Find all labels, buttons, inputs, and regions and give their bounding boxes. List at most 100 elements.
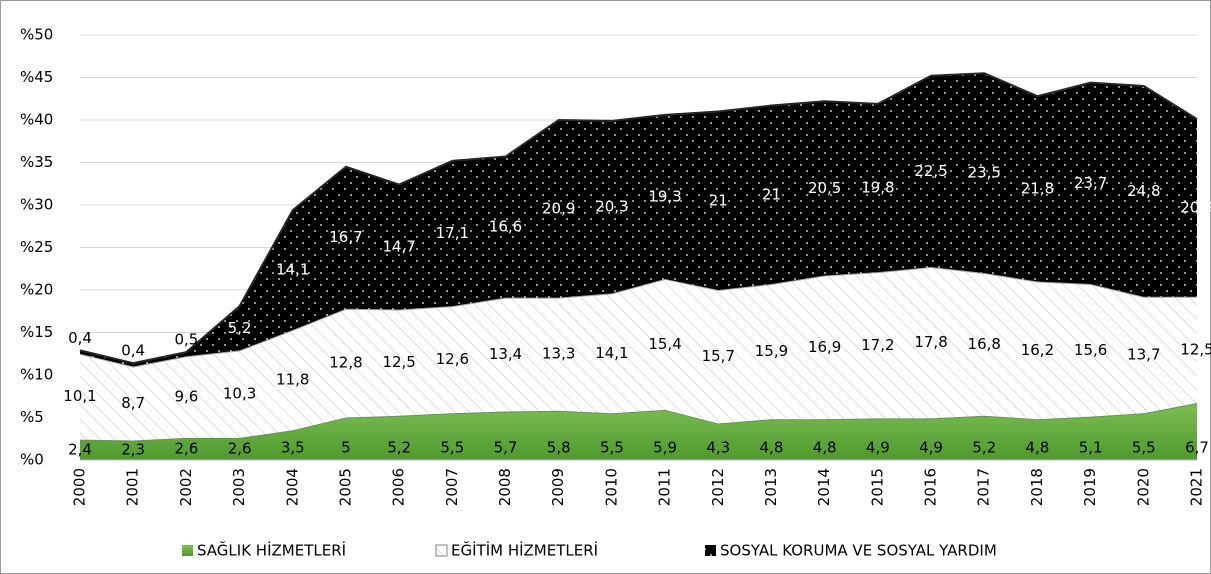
x-tick-label: 2012 <box>709 468 727 506</box>
x-tick-label: 2001 <box>124 468 142 506</box>
data-label: 4,8 <box>1025 439 1049 457</box>
data-label: 19,3 <box>648 187 681 205</box>
area <box>80 267 1197 441</box>
data-label: 14,1 <box>276 261 309 279</box>
x-tick-label: 2015 <box>868 468 886 506</box>
data-label: 5,9 <box>653 439 677 457</box>
data-label: 4,8 <box>813 439 837 457</box>
x-tick-label: 2003 <box>230 468 248 506</box>
y-tick-label: %0 <box>20 451 44 469</box>
x-tick-label: 2014 <box>815 468 833 506</box>
x-tick-label: 2008 <box>496 468 514 506</box>
data-label: 12,6 <box>436 350 469 368</box>
x-tick-label: 2004 <box>283 468 301 506</box>
data-label: 5,5 <box>600 439 624 457</box>
area-edge <box>79 72 1198 365</box>
x-tick-label: 2007 <box>443 468 461 506</box>
data-label: 21 <box>762 185 781 203</box>
legend-swatch <box>182 545 193 556</box>
data-label: 22,5 <box>914 162 947 180</box>
x-tick-label: 2019 <box>1081 468 1099 506</box>
data-label: 3,5 <box>281 439 305 457</box>
data-label: 24,8 <box>1127 182 1160 200</box>
data-label: 16,8 <box>968 335 1001 353</box>
x-tick-label: 2000 <box>71 468 89 506</box>
y-tick-label: %40 <box>20 111 53 129</box>
data-label: 2,6 <box>228 439 252 457</box>
data-label: 0,4 <box>68 329 92 347</box>
data-label: 17,8 <box>914 333 947 351</box>
data-label: 5,2 <box>387 439 411 457</box>
x-tick-label: 2018 <box>1028 468 1046 506</box>
data-label: 8,7 <box>121 394 145 412</box>
y-tick-label: %30 <box>20 196 53 214</box>
data-label: 5,5 <box>1132 439 1156 457</box>
data-label: 10,3 <box>223 385 256 403</box>
data-label: 21 <box>709 191 728 209</box>
data-label: 2,3 <box>121 441 145 459</box>
data-label: 16,6 <box>489 218 522 236</box>
x-tick-label: 2021 <box>1188 468 1206 506</box>
data-label: 4,9 <box>919 439 943 457</box>
data-label: 12,5 <box>1180 340 1211 358</box>
y-tick-label: %15 <box>20 323 53 341</box>
data-label: 5,2 <box>972 439 996 457</box>
data-label: 5,5 <box>440 439 464 457</box>
x-tick-label: 2009 <box>549 468 567 506</box>
data-label: 5,1 <box>1079 439 1103 457</box>
y-tick-label: %10 <box>20 366 53 384</box>
data-label: 13,7 <box>1127 346 1160 364</box>
legend-label: SOSYAL KORUMA VE SOSYAL YARDIM <box>720 542 997 560</box>
data-label: 9,6 <box>174 388 198 406</box>
data-label: 4,9 <box>866 439 890 457</box>
x-tick-label: 2020 <box>1134 468 1152 506</box>
y-tick-label: %45 <box>20 68 53 86</box>
data-label: 23,7 <box>1074 174 1107 192</box>
data-label: 5,7 <box>494 439 518 457</box>
y-tick-label: %25 <box>20 238 53 256</box>
data-label: 15,9 <box>755 342 788 360</box>
data-label: 5,8 <box>547 439 571 457</box>
data-label: 20,3 <box>595 198 628 216</box>
data-label: 4,8 <box>760 439 784 457</box>
data-label: 12,8 <box>329 354 362 372</box>
data-label: 16,7 <box>329 228 362 246</box>
legend-label: EĞİTİM HİZMETLERİ <box>451 541 598 560</box>
legend-label: SAĞLIK HİZMETLERİ <box>197 541 346 560</box>
data-label: 0,5 <box>174 331 198 349</box>
data-label: 21,8 <box>1021 179 1054 197</box>
data-label: 17,1 <box>436 224 469 242</box>
data-label: 23,5 <box>968 164 1001 182</box>
data-label: 12,5 <box>382 353 415 371</box>
x-tick-label: 2005 <box>336 468 354 506</box>
data-label: 19,8 <box>861 179 894 197</box>
y-tick-label: %5 <box>20 408 44 426</box>
y-tick-label: %35 <box>20 153 53 171</box>
data-label: 20,9 <box>1180 198 1211 216</box>
area <box>80 73 1197 367</box>
x-tick-label: 2010 <box>602 468 620 506</box>
data-label: 20,5 <box>808 179 841 197</box>
data-label: 4,3 <box>706 439 730 457</box>
data-label: 5,2 <box>228 319 252 337</box>
x-tick-label: 2011 <box>656 468 674 506</box>
x-tick-label: 2002 <box>177 468 195 506</box>
data-label: 0,4 <box>121 342 145 360</box>
legend-swatch <box>435 544 448 557</box>
data-label: 16,9 <box>808 338 841 356</box>
x-tick-label: 2017 <box>975 468 993 506</box>
data-label: 2,6 <box>174 439 198 457</box>
y-tick-label: %50 <box>20 26 53 44</box>
data-label: 11,8 <box>276 371 309 389</box>
data-label: 5 <box>341 439 351 457</box>
data-label: 15,6 <box>1074 341 1107 359</box>
data-label: 16,2 <box>1021 341 1054 359</box>
y-tick-label: %20 <box>20 281 53 299</box>
data-label: 14,7 <box>382 238 415 256</box>
x-tick-label: 2016 <box>922 468 940 506</box>
data-label: 2,4 <box>68 440 92 458</box>
data-label: 13,4 <box>489 345 522 363</box>
data-label: 17,2 <box>861 336 894 354</box>
